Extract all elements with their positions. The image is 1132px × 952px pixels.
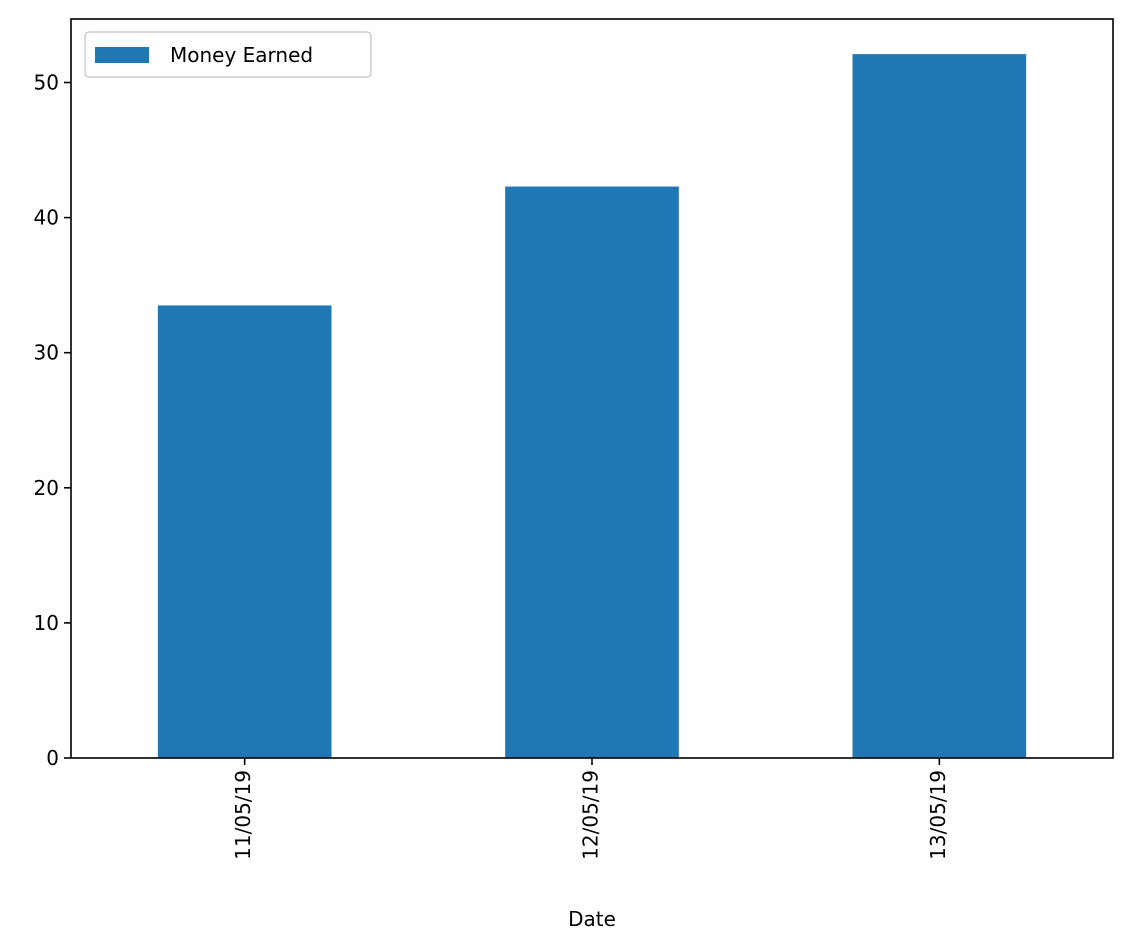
bars-group xyxy=(157,54,1027,759)
y-tick-label: 10 xyxy=(34,611,59,635)
y-tick-label: 30 xyxy=(34,341,59,365)
bar-2 xyxy=(852,54,1027,758)
legend-label: Money Earned xyxy=(170,43,313,67)
y-tick-label: 0 xyxy=(46,746,59,770)
y-tick-label: 50 xyxy=(34,70,59,94)
legend-box xyxy=(84,31,372,78)
legend-swatch xyxy=(95,47,149,63)
y-tick-label: 40 xyxy=(34,206,59,230)
x-axis-label: Date xyxy=(568,907,616,931)
y-axis: 0 10 20 30 40 50 xyxy=(34,70,71,770)
x-tick-label: 11/05/19 xyxy=(231,770,255,860)
bar-0 xyxy=(157,305,332,758)
bar-1 xyxy=(505,186,679,759)
x-axis: 11/05/19 12/05/19 13/05/19 xyxy=(231,758,950,860)
legend: Money Earned xyxy=(84,31,372,78)
x-tick-label: 13/05/19 xyxy=(926,770,950,860)
y-tick-label: 20 xyxy=(34,476,59,500)
x-tick-label: 12/05/19 xyxy=(579,770,603,860)
